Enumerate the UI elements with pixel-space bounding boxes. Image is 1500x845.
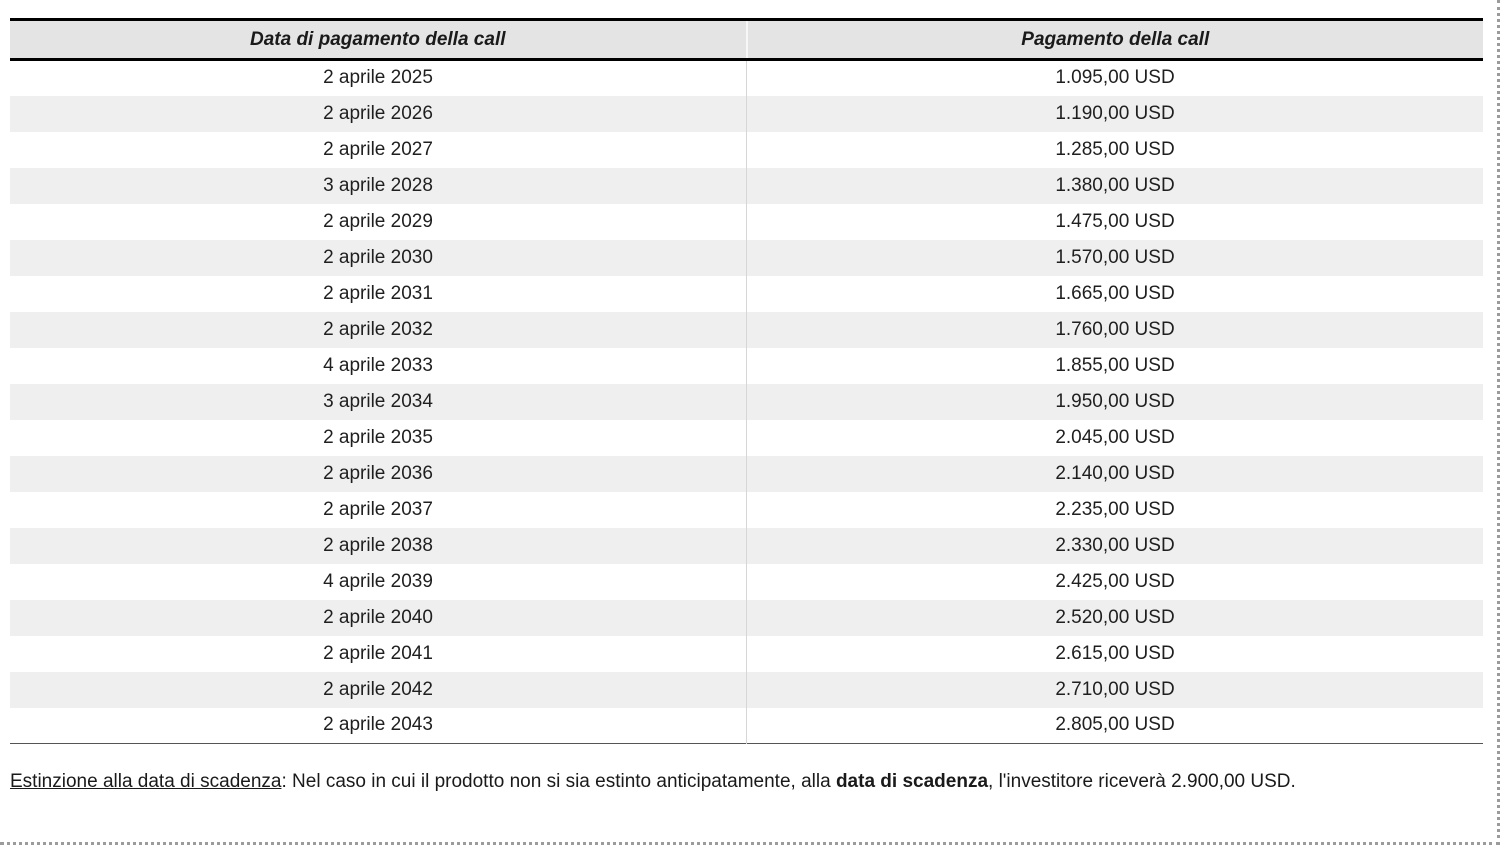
call-payment-cell: 2.805,00 USD <box>1055 714 1175 736</box>
table-row: 2 aprile 2027 1.285,00 USD <box>10 131 1483 168</box>
call-date-cell: 2 aprile 2031 <box>10 275 747 312</box>
call-payment-cell: 2.615,00 USD <box>1055 642 1175 664</box>
call-date-cell: 4 aprile 2033 <box>10 347 747 384</box>
table-row: 2 aprile 2041 2.615,00 USD <box>10 635 1483 672</box>
header-row: Data di pagamento della call Pagamento d… <box>10 19 1483 61</box>
call-payment-cell: 2.520,00 USD <box>1055 606 1175 628</box>
call-payment-cell: 2.140,00 USD <box>1055 462 1175 484</box>
table-row: 4 aprile 2033 1.855,00 USD <box>10 347 1483 384</box>
table-row: 3 aprile 2028 1.380,00 USD <box>10 167 1483 204</box>
call-payment-cell: 1.665,00 USD <box>1055 282 1175 304</box>
call-payment-cell: 1.855,00 USD <box>1055 354 1175 376</box>
table-row: 2 aprile 2035 2.045,00 USD <box>10 419 1483 456</box>
call-payment-cell: 1.570,00 USD <box>1055 246 1175 268</box>
table-row: 2 aprile 2040 2.520,00 USD <box>10 599 1483 636</box>
table-row: 2 aprile 2038 2.330,00 USD <box>10 527 1483 564</box>
call-date-cell: 2 aprile 2041 <box>10 635 747 672</box>
call-payment-cell: 1.380,00 USD <box>1055 174 1175 196</box>
redemption-note-lead: Estinzione alla data di scadenza <box>10 771 282 792</box>
call-date-cell: 2 aprile 2029 <box>10 203 747 240</box>
call-date-cell: 2 aprile 2030 <box>10 239 747 276</box>
call-payment-cell: 2.710,00 USD <box>1055 678 1175 700</box>
table-row: 2 aprile 2029 1.475,00 USD <box>10 203 1483 240</box>
call-payment-cell: 1.475,00 USD <box>1055 210 1175 232</box>
redemption-note-body: Nel caso in cui il prodotto non si sia e… <box>292 771 836 792</box>
call-date-cell: 3 aprile 2034 <box>10 383 747 420</box>
call-date-cell: 2 aprile 2027 <box>10 131 747 168</box>
call-payment-cell: 2.425,00 USD <box>1055 570 1175 592</box>
table-row: 2 aprile 2030 1.570,00 USD <box>10 239 1483 276</box>
column-header-call-payment: Pagamento della call <box>746 19 1483 61</box>
call-table-body: 2 aprile 2025 1.095,00 USD 2 aprile 2026… <box>10 59 1483 744</box>
table-row: 2 aprile 2025 1.095,00 USD <box>10 59 1483 96</box>
call-date-cell: 2 aprile 2032 <box>10 311 747 348</box>
call-date-cell: 2 aprile 2026 <box>10 95 747 132</box>
column-header-call-date: Data di pagamento della call <box>10 19 748 61</box>
call-payment-cell: 2.235,00 USD <box>1055 498 1175 520</box>
call-date-cell: 2 aprile 2035 <box>10 419 747 456</box>
table-row: 2 aprile 2036 2.140,00 USD <box>10 455 1483 492</box>
redemption-note-separator: : <box>281 771 293 792</box>
call-payment-cell: 1.190,00 USD <box>1055 102 1175 124</box>
redemption-note-tail: , l'investitore riceverà 2.900,00 USD. <box>988 771 1296 792</box>
table-row: 2 aprile 2043 2.805,00 USD <box>10 707 1483 744</box>
table-row: 2 aprile 2042 2.710,00 USD <box>10 671 1483 708</box>
call-date-cell: 2 aprile 2043 <box>10 707 747 744</box>
call-date-cell: 2 aprile 2042 <box>10 671 747 708</box>
table-row: 2 aprile 2037 2.235,00 USD <box>10 491 1483 528</box>
call-payment-cell: 2.330,00 USD <box>1055 534 1175 556</box>
call-table-header: Data di pagamento della call Pagamento d… <box>10 19 1483 61</box>
call-date-cell: 2 aprile 2025 <box>10 59 747 96</box>
call-payment-cell: 1.760,00 USD <box>1055 318 1175 340</box>
redemption-note-bold: data di scadenza <box>835 771 989 792</box>
call-date-cell: 4 aprile 2039 <box>10 563 747 600</box>
table-row: 2 aprile 2026 1.190,00 USD <box>10 95 1483 132</box>
call-payment-cell: 1.950,00 USD <box>1055 390 1175 412</box>
redemption-note: Estinzione alla data di scadenza: Nel ca… <box>10 768 1455 795</box>
table-row: 4 aprile 2039 2.425,00 USD <box>10 563 1483 600</box>
call-payment-cell: 1.095,00 USD <box>1055 67 1175 89</box>
call-date-cell: 2 aprile 2038 <box>10 527 747 564</box>
call-payment-cell: 1.285,00 USD <box>1055 138 1175 160</box>
table-row: 2 aprile 2032 1.760,00 USD <box>10 311 1483 348</box>
table-row: 2 aprile 2031 1.665,00 USD <box>10 275 1483 312</box>
table-row: 3 aprile 2034 1.950,00 USD <box>10 383 1483 420</box>
call-date-cell: 2 aprile 2037 <box>10 491 747 528</box>
call-payment-cell: 2.045,00 USD <box>1055 426 1175 448</box>
call-date-cell: 2 aprile 2036 <box>10 455 747 492</box>
call-date-cell: 3 aprile 2028 <box>10 167 747 204</box>
call-date-cell: 2 aprile 2040 <box>10 599 747 636</box>
call-payments-table: Data di pagamento della call Pagamento d… <box>10 18 1483 744</box>
